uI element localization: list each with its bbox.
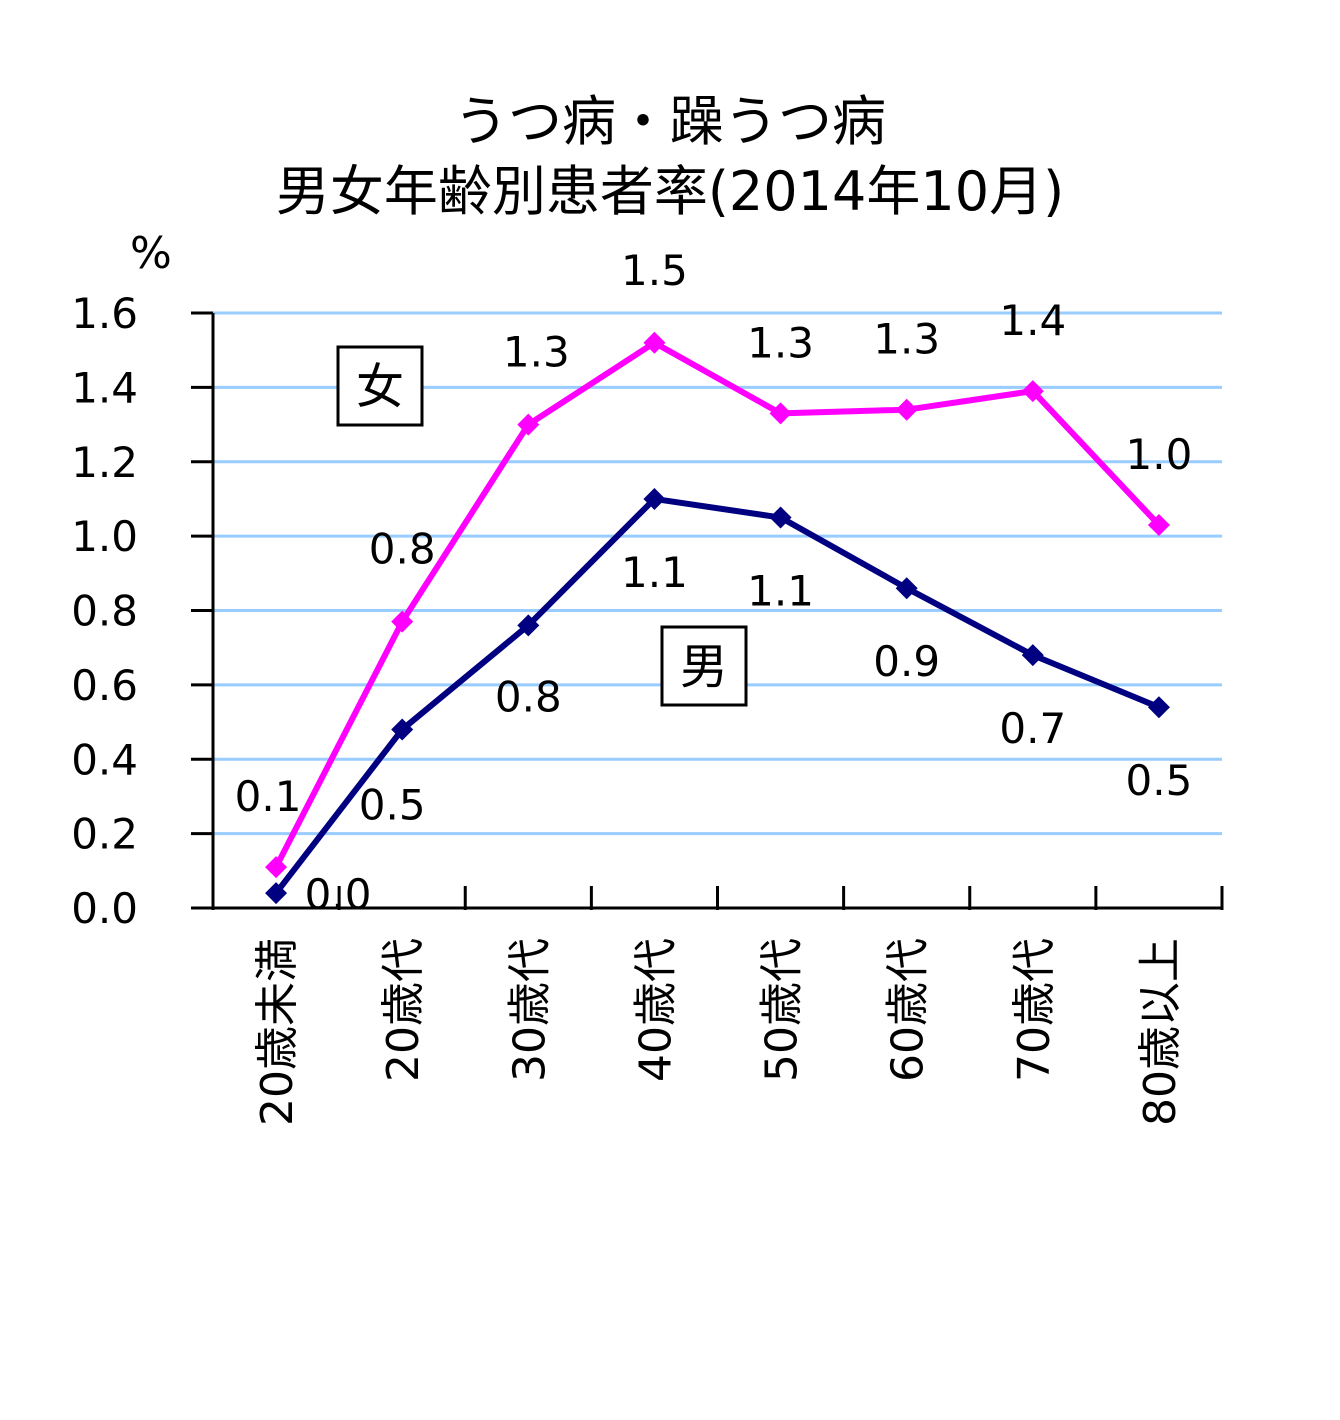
legend-box-female: 女 (336, 345, 424, 427)
chart-title-line-2: 男女年齢別患者率(2014年10月) (276, 160, 1064, 223)
x-category-label: 70歳代 (1009, 938, 1060, 1082)
female-data-point (1147, 513, 1170, 536)
legend-box-frame (660, 625, 748, 707)
female-data-label: 0.1 (235, 772, 302, 821)
male-data-point (895, 577, 918, 600)
female-data-point (769, 402, 792, 425)
x-category-label: 20歳未満 (252, 938, 303, 1126)
male-data-point (517, 614, 540, 637)
female-data-label: 1.4 (999, 296, 1066, 345)
x-category-label: 40歳代 (630, 938, 681, 1082)
y-tick-label: 0.0 (71, 884, 138, 933)
female-data-point (265, 856, 288, 879)
x-category-label: 80歳以上 (1135, 938, 1186, 1126)
male-data-label: 0.5 (359, 781, 426, 830)
series-name-boxes: 女男 (336, 345, 748, 707)
legend-box-frame (336, 345, 424, 427)
axes (191, 311, 1224, 910)
female-data-point (1021, 380, 1044, 403)
female-data-label: 1.5 (621, 246, 688, 295)
male-data-label: 0.8 (495, 672, 562, 721)
series-lines (265, 331, 1170, 905)
male-data-point (769, 506, 792, 529)
x-category-label: 20歳代 (378, 938, 429, 1082)
y-tick-label: 0.6 (71, 661, 138, 710)
male-data-point (391, 718, 414, 741)
y-tick-label: 1.4 (71, 363, 138, 412)
male-data-point (1147, 696, 1170, 719)
female-data-point (517, 413, 540, 436)
legend-box-male: 男 (660, 625, 748, 707)
chart-title-line-1: うつ病・躁うつ病 (454, 90, 886, 153)
y-tick-label: 0.2 (71, 810, 138, 859)
male-data-point (643, 487, 666, 510)
series-line-male (273, 495, 1161, 895)
x-category-labels: 20歳未満 20歳代 30歳代 40歳代 50歳代 60歳代 70歳代 80歳以上 (252, 938, 1186, 1126)
y-tick-label: 1.0 (71, 512, 138, 561)
legend-box-label: 男 (680, 639, 728, 695)
y-tick-label: 1.2 (71, 438, 138, 487)
x-category-label: 30歳代 (504, 938, 555, 1082)
female-data-point (643, 331, 666, 354)
female-data-label: 1.0 (1126, 430, 1193, 479)
y-tick-labels: 0.0 0.2 0.4 0.6 0.8 1.0 1.2 1.4 1.6 (71, 289, 138, 933)
data-labels: 0.1 0.8 1.3 1.5 1.3 1.3 1.4 1.0 0.0 0.5 0.8 1.1 1.1 0… (235, 246, 1193, 919)
x-category-label: 50歳代 (757, 938, 808, 1082)
male-data-label: 1.1 (621, 548, 688, 597)
y-tick-label: 0.8 (71, 587, 138, 636)
y-tick-label: 1.6 (71, 289, 138, 338)
female-data-label: 1.3 (747, 318, 814, 367)
male-data-point (265, 882, 288, 905)
male-data-label: 0.7 (999, 704, 1066, 753)
female-data-point (391, 610, 414, 633)
legend-box-label: 女 (356, 359, 404, 415)
female-data-point (895, 398, 918, 421)
y-tick-label: 0.4 (71, 735, 138, 784)
female-data-label: 1.3 (873, 315, 940, 364)
female-data-label: 1.3 (503, 328, 570, 377)
male-data-label: 0.5 (1126, 756, 1193, 805)
male-data-label: 0.0 (305, 870, 372, 919)
female-data-label: 0.8 (369, 525, 436, 574)
series-line-female (273, 339, 1162, 869)
y-axis-unit-label: % (130, 228, 172, 279)
x-category-label: 60歳代 (883, 938, 934, 1082)
male-data-label: 0.9 (873, 637, 940, 686)
male-data-label: 1.1 (747, 567, 814, 616)
male-data-point (1021, 644, 1044, 667)
